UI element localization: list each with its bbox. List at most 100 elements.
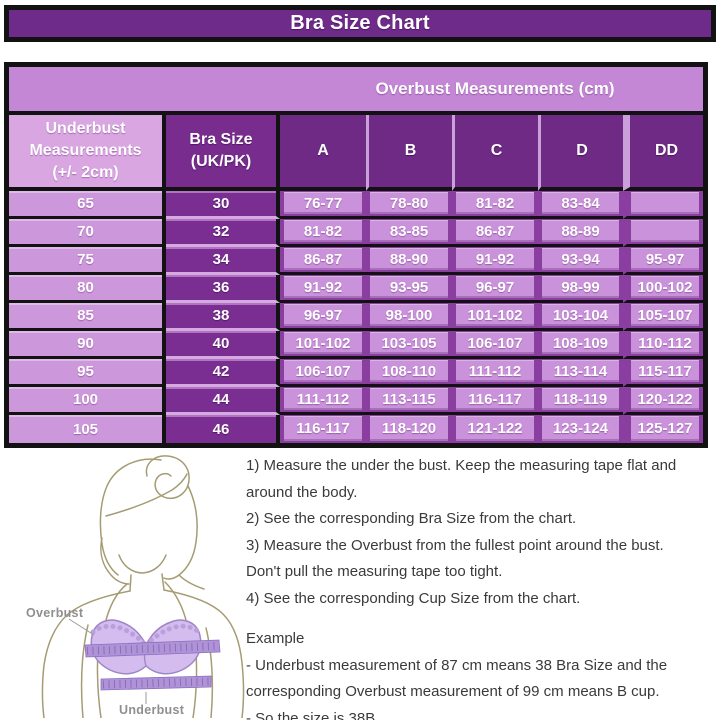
cup-size-value: 101-102 xyxy=(456,304,534,326)
overbust-tape xyxy=(84,639,221,658)
instructions: 1) Measure the under the bust. Keep the … xyxy=(246,453,716,720)
cup-size-value: 116-117 xyxy=(456,388,534,410)
cup-size-cell: 108-110 xyxy=(366,359,452,387)
woman-line-art xyxy=(41,455,245,718)
cup-size-value: 103-105 xyxy=(370,332,448,354)
instruction-line: around the body. xyxy=(246,483,358,501)
cup-size-cell: 106-107 xyxy=(280,359,366,387)
underbust-cell: 70 xyxy=(9,219,166,247)
page-title: Bra Size Chart xyxy=(4,5,716,42)
overbust-group-header: Overbust Measurements (cm) xyxy=(9,67,703,115)
cup-size-value: 96-97 xyxy=(284,304,362,326)
bra-size-header-line: (UK/PK) xyxy=(190,153,252,170)
cup-size-cell: 83-84 xyxy=(538,191,623,219)
bra-size-header-line: Bra Size xyxy=(189,131,253,148)
cup-size-cell: 111-112 xyxy=(280,387,366,415)
cup-size-value: 86-87 xyxy=(456,220,534,242)
page-title-text: Bra Size Chart xyxy=(290,12,430,34)
cup-size-value: 108-110 xyxy=(370,360,448,382)
cup-size-cell: 115-117 xyxy=(623,359,703,387)
cup-size-value: 115-117 xyxy=(631,360,699,382)
cup-size-value: 88-90 xyxy=(370,248,448,270)
cup-size-value: 110-112 xyxy=(631,332,699,354)
cup-size-cell: 91-92 xyxy=(452,247,538,275)
cup-size-value: 98-99 xyxy=(542,276,619,298)
underbust-header-line: Measurements xyxy=(29,142,142,159)
cup-size-cell xyxy=(623,191,703,219)
instruction-line: 1) Measure the under the bust. Keep the … xyxy=(246,457,677,474)
cup-size-value: 98-100 xyxy=(370,304,448,326)
cup-size-value: 100-102 xyxy=(631,276,699,298)
cup-size-value: 81-82 xyxy=(284,220,362,242)
cup-size-cell: 76-77 xyxy=(280,191,366,219)
cup-size-cell: 95-97 xyxy=(623,247,703,275)
underbust-cell: 90 xyxy=(9,331,166,359)
cup-size-cell: 120-122 xyxy=(623,387,703,415)
cup-size-cell: 103-105 xyxy=(366,331,452,359)
table-grid: Overbust Measurements (cm) Underbust Mea… xyxy=(9,67,703,443)
cup-size-value: 113-114 xyxy=(542,360,619,382)
cup-size-value: 93-95 xyxy=(370,276,448,298)
instruction-line: 2) See the corresponding Bra Size from t… xyxy=(246,510,577,527)
cup-size-value: 113-115 xyxy=(370,388,448,410)
cup-size-cell: 125-127 xyxy=(623,415,703,443)
cup-size-value: 111-112 xyxy=(456,360,534,382)
example-line: - So the size is 38B. xyxy=(246,709,380,720)
cup-size-value: 106-107 xyxy=(284,360,362,382)
overbust-pointer-line xyxy=(68,618,95,636)
bra-size-cell: 34 xyxy=(166,247,280,275)
cup-size-value: 123-124 xyxy=(542,416,619,441)
underbust-label: Underbust xyxy=(119,703,185,717)
underbust-cell: 85 xyxy=(9,303,166,331)
cup-size-cell: 123-124 xyxy=(538,415,623,443)
cup-size-value: 121-122 xyxy=(456,416,534,441)
cup-size-cell: 86-87 xyxy=(452,219,538,247)
cup-size-value: 118-119 xyxy=(542,388,619,410)
bra-size-cell: 36 xyxy=(166,275,280,303)
cup-size-value: 103-104 xyxy=(542,304,619,326)
cup-size-value: 111-112 xyxy=(284,388,362,410)
cup-size-value: 83-84 xyxy=(542,192,619,214)
cup-size-value: 108-109 xyxy=(542,332,619,354)
cup-size-value: 125-127 xyxy=(631,416,699,441)
instruction-line: Don't pull the measuring tape too tight. xyxy=(246,563,503,580)
overbust-label: Overbust xyxy=(26,606,84,620)
cup-size-cell xyxy=(623,219,703,247)
underbust-cell: 75 xyxy=(9,247,166,275)
bra-size-cell: 44 xyxy=(166,387,280,415)
cup-size-cell: 81-82 xyxy=(452,191,538,219)
cup-size-value xyxy=(631,192,699,214)
cup-size-cell: 88-90 xyxy=(366,247,452,275)
cup-size-value: 120-122 xyxy=(631,388,699,410)
bra-size-cell: 38 xyxy=(166,303,280,331)
cup-size-value xyxy=(631,220,699,242)
cup-size-value: 91-92 xyxy=(456,248,534,270)
cup-size-cell: 116-117 xyxy=(280,415,366,443)
cup-size-value: 83-85 xyxy=(370,220,448,242)
underbust-cell: 95 xyxy=(9,359,166,387)
instruction-line: 4) See the corresponding Cup Size from t… xyxy=(246,589,581,607)
example-line: corresponding Overbust measurement of 99… xyxy=(246,683,660,700)
instruction-line: 3) Measure the Overbust from the fullest… xyxy=(246,536,664,554)
bra-size-column-header: Bra Size (UK/PK) xyxy=(166,115,280,191)
bra-size-table: Overbust Measurements (cm) Underbust Mea… xyxy=(4,62,708,448)
cup-column-header: A xyxy=(280,115,366,191)
cup-size-cell: 93-94 xyxy=(538,247,623,275)
bra-size-cell: 42 xyxy=(166,359,280,387)
cup-size-value: 93-94 xyxy=(542,248,619,270)
cup-size-cell: 111-112 xyxy=(452,359,538,387)
overbust-group-header-text: Overbust Measurements (cm) xyxy=(375,79,615,98)
cup-size-cell: 98-100 xyxy=(366,303,452,331)
underbust-cell: 65 xyxy=(9,191,166,219)
cup-size-value: 105-107 xyxy=(631,304,699,326)
cup-size-cell: 113-115 xyxy=(366,387,452,415)
cup-size-cell: 91-92 xyxy=(280,275,366,303)
example-block: Example - Underbust measurement of 87 cm … xyxy=(246,626,716,720)
underbust-header-line: (+/- 2cm) xyxy=(52,164,119,181)
cup-column-header: C xyxy=(452,115,538,191)
underbust-tape xyxy=(100,675,212,691)
example-line: - Underbust measurement of 87 cm means 3… xyxy=(246,656,668,674)
cup-size-cell: 81-82 xyxy=(280,219,366,247)
cup-size-cell: 98-99 xyxy=(538,275,623,303)
